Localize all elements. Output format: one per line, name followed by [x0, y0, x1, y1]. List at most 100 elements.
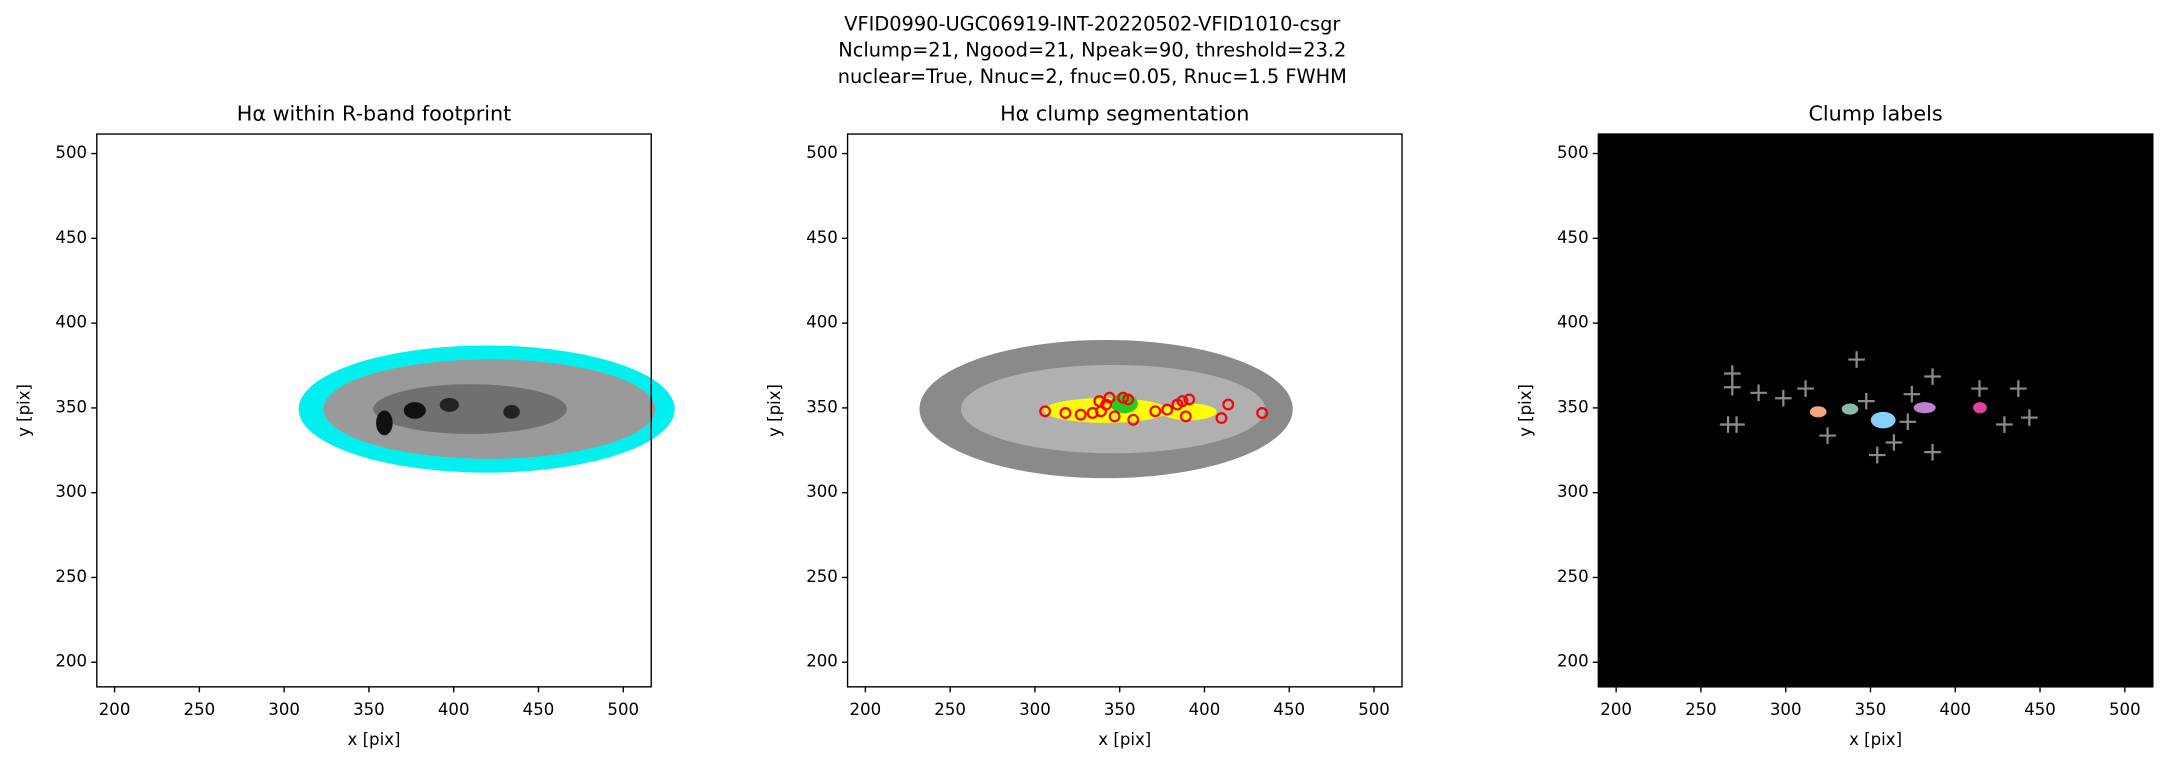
- y-tick-label: 450: [1557, 228, 1589, 247]
- clump-marker: [1161, 403, 1174, 416]
- blob: [503, 404, 520, 419]
- x-tick-label: 200: [850, 700, 882, 719]
- x-axis-label: x [pix]: [348, 730, 401, 749]
- y-tick-label: 350: [1557, 397, 1589, 416]
- label-blob: [1841, 403, 1859, 415]
- peak-marker: [1996, 416, 2013, 433]
- galaxy-core: [373, 384, 567, 434]
- y-tick-label: 250: [806, 567, 838, 586]
- peak-marker: [1797, 380, 1814, 397]
- y-tick-label: 500: [806, 143, 838, 162]
- clump-marker: [1103, 391, 1116, 404]
- y-tick-label: 350: [806, 397, 838, 416]
- peak-marker: [1903, 385, 1921, 403]
- x-tick-label: 500: [2109, 700, 2141, 719]
- x-tick-label: 300: [1019, 700, 1051, 719]
- peak-marker: [1857, 392, 1875, 410]
- figure-title: VFID0990-UGC06919-INT-20220502-VFID1010-…: [844, 12, 1340, 35]
- plot-frame: [96, 133, 652, 688]
- x-axis-label: x [pix]: [1098, 730, 1151, 749]
- clump-marker: [1256, 407, 1269, 419]
- x-tick-label: 250: [934, 700, 966, 719]
- y-axis-label: y [pix]: [14, 384, 33, 437]
- peak-marker: [1728, 416, 1745, 433]
- x-tick-label: 300: [268, 700, 300, 719]
- clump-marker: [1122, 393, 1135, 406]
- y-axis-label: y [pix]: [1516, 384, 1535, 437]
- plot-title: Hα clump segmentation: [1000, 102, 1249, 126]
- x-tick-label: 500: [607, 700, 639, 719]
- clump-marker: [1117, 391, 1130, 404]
- y-tick-label: 350: [55, 397, 87, 416]
- y-tick-label: 500: [55, 143, 87, 162]
- clump-marker: [1222, 398, 1235, 411]
- clump-marker: [1149, 405, 1162, 418]
- plot-background: [1598, 134, 2153, 687]
- x-tick-label: 350: [1104, 700, 1136, 719]
- blob: [376, 410, 393, 436]
- clump-marker: [1059, 407, 1072, 419]
- x-tick-label: 400: [1939, 700, 1971, 719]
- x-tick-label: 400: [1189, 700, 1221, 719]
- plot-frame: [846, 133, 1403, 688]
- x-tick-label: 400: [438, 700, 470, 719]
- x-tick-label: 350: [353, 700, 385, 719]
- y-tick-label: 400: [1557, 313, 1589, 332]
- plot-title: Clump labels: [1808, 102, 1942, 126]
- x-tick-label: 450: [1273, 700, 1305, 719]
- label-blob: [1809, 406, 1827, 418]
- x-tick-label: 450: [523, 700, 555, 719]
- plot-title: Hα within R-band footprint: [237, 102, 512, 126]
- y-tick-label: 200: [55, 652, 87, 671]
- x-tick-label: 250: [1685, 700, 1717, 719]
- peak-marker: [1750, 384, 1767, 402]
- y-tick-label: 450: [55, 228, 87, 247]
- clump-marker: [1179, 410, 1192, 423]
- clump-marker: [1039, 405, 1052, 418]
- clump-marker: [1176, 395, 1189, 408]
- y-tick-label: 200: [806, 652, 838, 671]
- clump-marker: [1074, 408, 1087, 421]
- peak-marker: [2010, 380, 2027, 397]
- figure-title: Nclump=21, Ngood=21, Npeak=90, threshold…: [838, 39, 1346, 62]
- figure-title: nuclear=True, Nnuc=2, fnuc=0.05, Rnuc=1.…: [838, 65, 1347, 88]
- y-tick-label: 400: [55, 313, 87, 332]
- peak-marker: [1885, 434, 1903, 451]
- peak-marker: [1924, 443, 1941, 461]
- plot-frame: [1597, 133, 2154, 688]
- peak-marker: [1724, 378, 1741, 396]
- label-blob: [1870, 411, 1896, 429]
- blob: [403, 402, 426, 419]
- y-tick-label: 300: [55, 482, 87, 501]
- y-tick-label: 250: [55, 567, 87, 586]
- peak-marker: [1924, 368, 1941, 385]
- peak-marker: [1899, 413, 1917, 431]
- y-tick-label: 450: [806, 228, 838, 247]
- y-axis-label: y [pix]: [765, 384, 784, 437]
- y-tick-label: 300: [806, 482, 838, 501]
- x-tick-label: 450: [2024, 700, 2056, 719]
- blob: [439, 398, 460, 412]
- image-content: [298, 339, 1987, 479]
- clump-marker: [1183, 393, 1196, 406]
- x-tick-label: 250: [184, 700, 216, 719]
- peak-marker: [2021, 409, 2038, 426]
- x-axis-label: x [pix]: [1849, 730, 1902, 749]
- axes: VFID0990-UGC06919-INT-20220502-VFID1010-…: [14, 12, 2154, 749]
- clump-marker: [1215, 412, 1228, 425]
- peak-marker: [1819, 427, 1836, 444]
- peak-marker: [1848, 351, 1865, 368]
- x-tick-label: 300: [1770, 700, 1802, 719]
- x-tick-label: 500: [1358, 700, 1390, 719]
- x-tick-label: 350: [1855, 700, 1887, 719]
- y-tick-label: 250: [1557, 567, 1589, 586]
- x-tick-label: 200: [99, 700, 131, 719]
- peak-marker: [1775, 389, 1792, 407]
- label-blob: [1913, 402, 1936, 414]
- clump-marker: [1127, 413, 1140, 426]
- clump-marker: [1093, 395, 1106, 408]
- label-blob: [1973, 402, 1987, 414]
- peak-marker: [1868, 446, 1886, 464]
